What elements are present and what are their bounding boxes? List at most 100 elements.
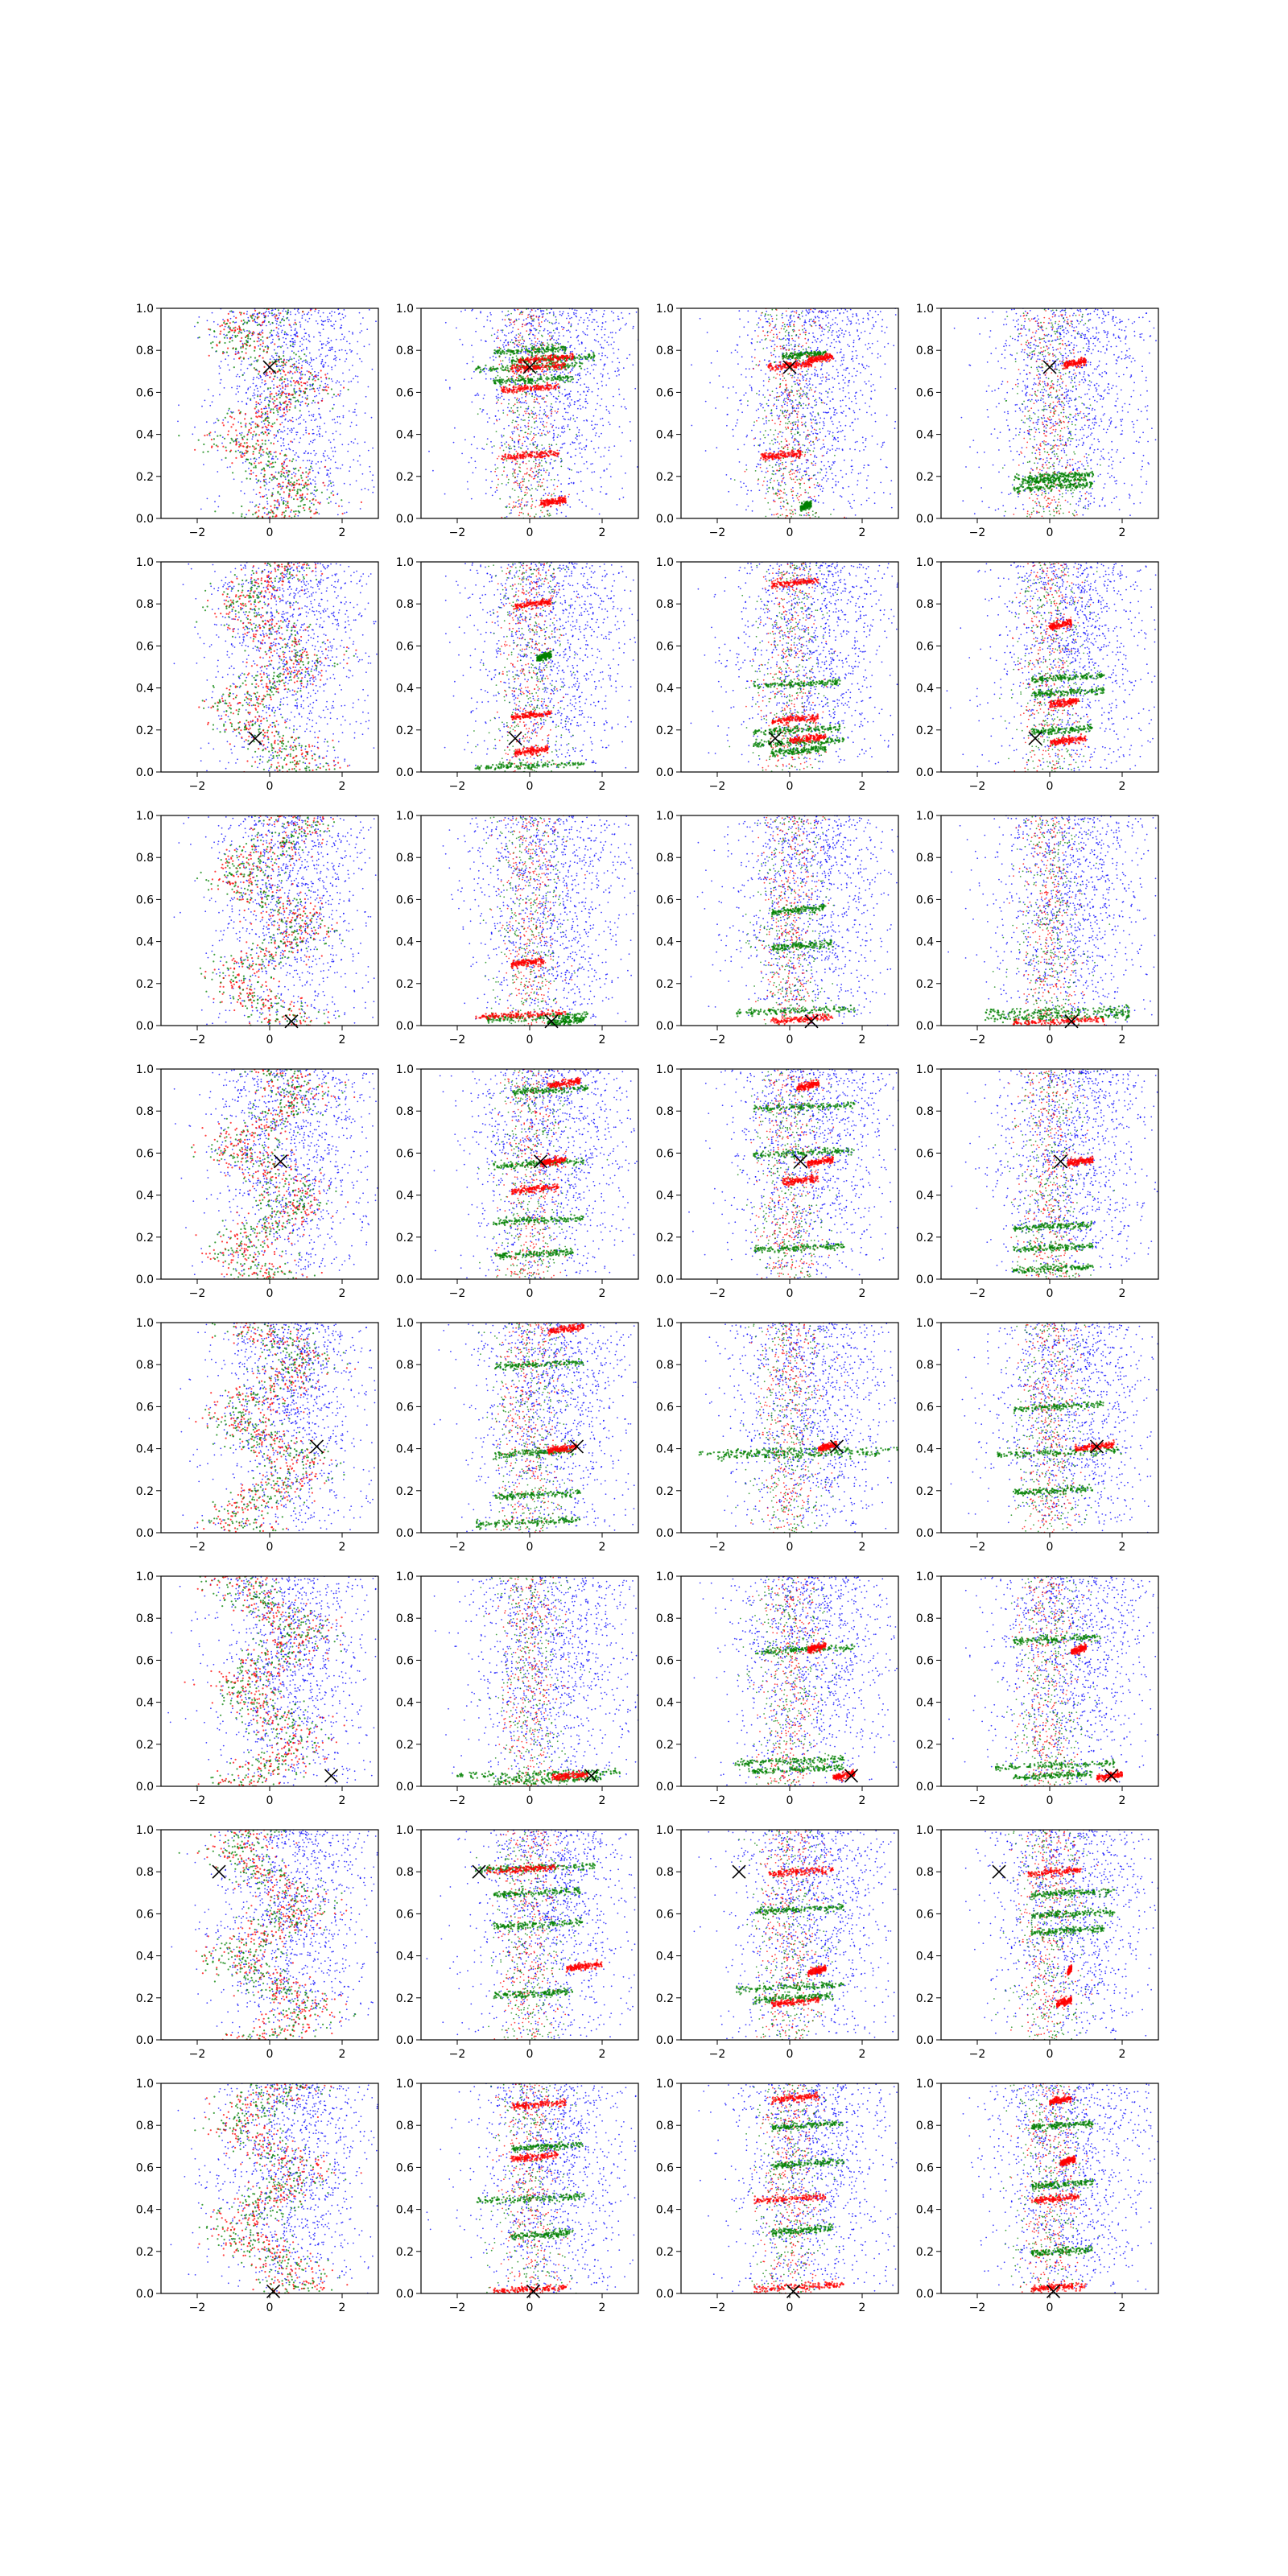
scatter-point — [273, 378, 275, 380]
scatter-point — [270, 512, 271, 514]
scatter-point — [275, 315, 277, 316]
scatter-point — [521, 487, 522, 489]
scatter-point — [499, 348, 501, 349]
scatter-point — [703, 351, 704, 353]
scatter-point — [490, 487, 492, 489]
scatter-point — [485, 378, 487, 380]
scatter-point — [253, 489, 254, 491]
scatter-point — [483, 398, 485, 399]
scatter-point — [246, 392, 247, 394]
scatter-point — [555, 398, 557, 399]
scatter-point — [276, 419, 278, 420]
scatter-point — [518, 400, 519, 402]
scatter-point — [321, 347, 323, 349]
scatter-point — [250, 418, 252, 419]
scatter-point — [369, 471, 371, 473]
scatter-point — [290, 449, 291, 451]
scatter-point — [494, 333, 496, 335]
scatter-point — [287, 404, 288, 406]
scatter-point — [284, 515, 286, 517]
scatter-point — [510, 319, 512, 320]
scatter-point — [600, 491, 601, 493]
scatter-point — [243, 446, 245, 448]
scatter-point — [523, 351, 525, 353]
scatter-point — [597, 334, 598, 336]
scatter-point — [321, 400, 323, 402]
scatter-point — [268, 461, 270, 463]
scatter-point — [297, 336, 299, 337]
scatter-point — [506, 376, 508, 378]
scatter-point — [287, 411, 288, 412]
scatter-point — [290, 440, 291, 442]
scatter-point — [646, 472, 647, 473]
scatter-point — [537, 444, 539, 446]
scatter-point — [255, 460, 257, 462]
scatter-point — [256, 322, 258, 324]
scatter-point — [275, 516, 276, 518]
scatter-point — [569, 419, 571, 421]
scatter-point — [518, 367, 519, 369]
scatter-point — [512, 357, 514, 358]
scatter-point — [568, 366, 569, 368]
scatter-point — [580, 368, 582, 369]
scatter-point — [303, 339, 304, 341]
scatter-point — [276, 398, 278, 400]
scatter-point — [219, 373, 221, 374]
scatter-point — [550, 451, 551, 452]
scatter-point — [549, 446, 551, 448]
scatter-point — [301, 371, 303, 373]
scatter-point — [338, 506, 340, 507]
scatter-point — [517, 402, 518, 403]
scatter-point — [509, 448, 510, 450]
scatter-point — [289, 460, 291, 461]
scatter-point — [486, 413, 488, 415]
scatter-point — [285, 459, 287, 460]
scatter-point — [540, 377, 542, 378]
scatter-point — [262, 427, 263, 428]
scatter-point — [530, 382, 532, 383]
scatter-point — [497, 458, 498, 460]
scatter-point — [281, 473, 283, 475]
scatter-point — [247, 337, 249, 339]
scatter-point — [279, 502, 280, 503]
scatter-point — [584, 332, 585, 334]
scatter-point — [563, 432, 564, 434]
scatter-point — [539, 463, 541, 464]
scatter-point — [266, 434, 268, 436]
scatter-point — [604, 334, 605, 336]
scatter-point — [551, 495, 552, 497]
scatter-point — [522, 397, 523, 398]
scatter-point — [590, 357, 592, 358]
scatter-point — [541, 456, 543, 458]
scatter-point — [535, 447, 536, 448]
scatter-point — [282, 386, 283, 387]
scatter-point — [264, 423, 266, 425]
scatter-point — [540, 469, 542, 471]
scatter-point — [519, 485, 521, 486]
scatter-point — [510, 322, 511, 324]
scatter-point — [502, 369, 503, 370]
scatter-point — [262, 341, 264, 342]
scatter-point — [502, 455, 503, 456]
scatter-point — [553, 440, 555, 441]
scatter-point — [512, 365, 514, 366]
scatter-point — [300, 326, 302, 328]
scatter-point — [256, 313, 258, 315]
scatter-point — [539, 465, 541, 467]
scatter-point — [507, 456, 509, 458]
scatter-point — [282, 330, 283, 332]
scatter-point — [225, 450, 227, 452]
scatter-point — [335, 451, 336, 452]
scatter-point — [519, 467, 521, 469]
scatter-point — [328, 440, 330, 441]
scatter-point — [522, 513, 524, 514]
scatter-point — [597, 321, 598, 323]
scatter-point — [279, 339, 280, 341]
scatter-point — [518, 365, 520, 366]
scatter-point — [497, 372, 499, 374]
scatter-point — [527, 391, 529, 393]
scatter-point — [226, 352, 228, 353]
scatter-point — [330, 482, 332, 484]
scatter-point — [460, 311, 462, 312]
scatter-point — [557, 474, 559, 476]
